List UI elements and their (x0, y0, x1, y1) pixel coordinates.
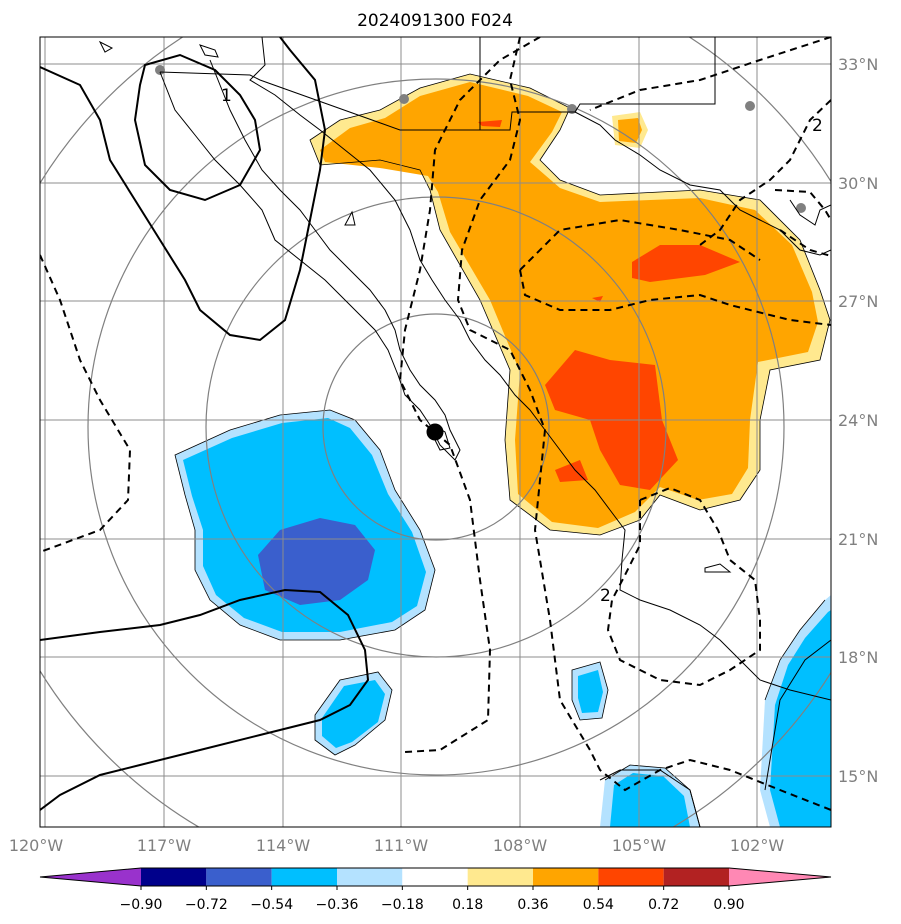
colorbar-segment (598, 868, 664, 886)
lon-label: 111°W (374, 836, 429, 855)
colorbar-label: 0.90 (713, 897, 744, 913)
colorbar-extend-low (40, 868, 141, 886)
colorbar-segment (271, 868, 337, 886)
colorbar-label: −0.18 (381, 897, 424, 913)
svg-text:1: 1 (221, 86, 232, 106)
range-rings (40, 37, 831, 827)
lat-label: 30°N (838, 174, 878, 193)
lat-label: 15°N (838, 767, 878, 786)
colorbar: −0.90 −0.72 −0.54 −0.36 −0.18 0.18 0.36 0.54 0.7… (39, 867, 832, 913)
lon-label: 105°W (612, 836, 667, 855)
contour-labels: 1 2 2 (221, 86, 823, 606)
colorbar-label: −0.72 (185, 897, 228, 913)
map-frame (39, 36, 832, 828)
lat-label: 33°N (838, 55, 878, 74)
lat-label: 24°N (838, 411, 878, 430)
colorbar-label: −0.36 (316, 897, 359, 913)
colorbar-extend-high (729, 868, 831, 886)
colorbar-segment (206, 868, 272, 886)
colorbar-label: 0.72 (648, 897, 679, 913)
colorbar-segment (337, 868, 403, 886)
colorbar-segment (663, 868, 729, 886)
colorbar-segment (467, 868, 533, 886)
lon-label: 102°W (730, 836, 785, 855)
colorbar-segment (402, 868, 468, 886)
coastlines (98, 37, 831, 827)
colorbar-segment (533, 868, 599, 886)
colorbar-label: 0.54 (583, 897, 614, 913)
lon-label: 117°W (137, 836, 192, 855)
colorbar-label: 0.36 (517, 897, 548, 913)
svg-text:2: 2 (812, 116, 823, 136)
lat-labels: 33°N 30°N 27°N 24°N 21°N 18°N 15°N (838, 55, 878, 786)
dashed-contours (40, 37, 831, 811)
negative-anomaly-fill (175, 410, 831, 827)
colorbar-segment (141, 868, 207, 886)
lon-label: 108°W (493, 836, 548, 855)
lon-labels: 120°W 117°W 114°W 111°W 108°W 105°W 102°… (9, 836, 785, 855)
lat-label: 18°N (838, 648, 878, 667)
lon-label: 120°W (9, 836, 64, 855)
colorbar-label: 0.18 (452, 897, 483, 913)
colorbar-label: −0.90 (120, 897, 163, 913)
map-panel: 1 2 2 (40, 37, 831, 827)
colorbar-label: −0.54 (250, 897, 293, 913)
lat-label: 27°N (838, 292, 878, 311)
solid-contours (40, 37, 370, 811)
lon-label: 114°W (256, 836, 311, 855)
lat-label: 21°N (838, 530, 878, 549)
plot-title: 2024091300 F024 (357, 11, 513, 31)
graticule (40, 37, 831, 827)
storm-center-marker (426, 423, 444, 441)
svg-text:2: 2 (600, 586, 611, 606)
